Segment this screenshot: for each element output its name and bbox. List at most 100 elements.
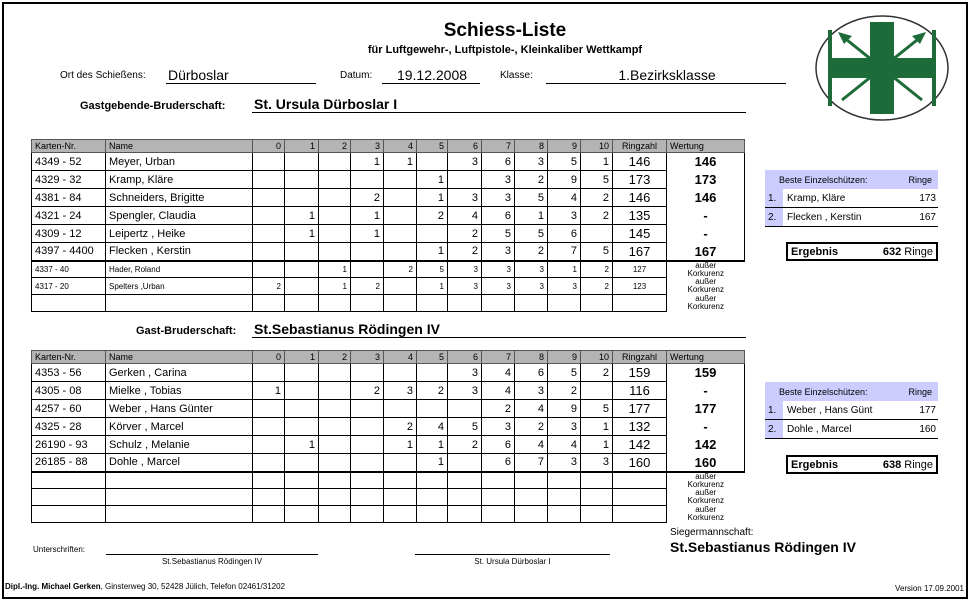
column-header: Name: [105, 139, 253, 153]
home-ergebnis: Ergebnis 632 Ringe: [786, 242, 938, 261]
ring-count: [252, 470, 285, 489]
column-header: 10: [580, 350, 613, 364]
ausser-konkurrenz: außer Korkurenz: [667, 295, 745, 312]
ring-count: 3: [481, 417, 515, 436]
ring-count: 5: [547, 363, 581, 382]
column-header: 2: [318, 139, 351, 153]
ring-count: [350, 259, 384, 278]
column-header: 0: [252, 350, 285, 364]
ring-count: 3: [514, 277, 548, 295]
ring-count: [350, 435, 384, 454]
column-header: Wertung: [666, 139, 745, 153]
ringzahl: 159: [612, 363, 667, 382]
ring-count: [383, 206, 417, 225]
ring-count: 2: [481, 399, 515, 418]
ring-count: [383, 505, 417, 523]
ring-count: 1: [514, 206, 548, 225]
ring-count: [447, 488, 482, 506]
wertung: 142: [666, 435, 745, 454]
ringzahl: 116: [612, 381, 667, 400]
best-label: Beste Einzelschützen:: [779, 174, 868, 185]
ort-label: Ort des Schießens:: [60, 70, 146, 81]
ring-count: 6: [481, 152, 515, 171]
ring-count: [284, 294, 319, 312]
column-header: Karten-Nr.: [31, 350, 106, 364]
ring-count: 3: [447, 277, 482, 295]
ring-count: [252, 224, 285, 243]
guest-name: St.Sebastianus Rödingen IV: [252, 321, 746, 338]
ring-count: 3: [383, 381, 417, 400]
page-subtitle: für Luftgewehr-, Luftpistole-, Kleinkali…: [367, 44, 643, 56]
konkurrenz-label: Korkurenz: [687, 268, 724, 278]
unterschriften-label: Unterschriften:: [33, 545, 86, 554]
ring-count: [252, 417, 285, 436]
column-header: 6: [447, 350, 482, 364]
ring-count: [284, 363, 319, 382]
ring-count: [416, 470, 448, 489]
column-header: Name: [105, 350, 253, 364]
ring-count: 2: [547, 381, 581, 400]
wertung: 159: [666, 363, 745, 382]
ring-count: [350, 488, 384, 506]
ring-count: 5: [580, 399, 613, 418]
karten-nr: 4337 - 40: [31, 259, 106, 278]
wertung: 177: [666, 399, 745, 418]
ring-count: 4: [514, 399, 548, 418]
ring-count: [252, 170, 285, 189]
column-header: Ringzahl: [612, 350, 667, 364]
ausser-konkurrenz: außer Korkurenz: [666, 259, 745, 278]
ring-count: 2: [447, 435, 482, 454]
ring-count: 7: [547, 242, 581, 262]
ring-count: [383, 277, 417, 295]
column-header: 5: [416, 139, 448, 153]
ring-count: 2: [416, 381, 448, 400]
ring-count: 2: [383, 417, 417, 436]
ring-count: 6: [481, 206, 515, 225]
ring-count: [252, 435, 285, 454]
shooter-name: Meyer, Urban: [105, 152, 253, 171]
sieger-name: St.Sebastianus Rödingen IV: [670, 539, 856, 555]
column-header: 4: [383, 350, 417, 364]
ring-count: [547, 470, 581, 489]
ring-count: [350, 294, 384, 312]
karten-nr: 26185 - 88: [31, 453, 106, 473]
shooter-name: Flecken , Kerstin: [105, 242, 253, 262]
ausser-konkurrenz: außer Korkurenz: [667, 278, 745, 295]
column-header: 3: [350, 139, 384, 153]
shooter-name: Leipertz , Heike: [105, 224, 253, 243]
ring-count: [284, 488, 319, 506]
wertung: -: [666, 224, 745, 243]
ringzahl: 127: [612, 259, 667, 278]
best-label: Beste Einzelschützen:: [779, 386, 868, 397]
ring-count: [416, 505, 448, 523]
shooter-row: 4325 - 28 Körver , Marcel 2 4 5 3 2 3 1 132-: [31, 417, 745, 436]
ring-count: [416, 488, 448, 506]
ring-count: 6: [547, 224, 581, 243]
karten-nr: 4349 - 52: [31, 152, 106, 171]
shooter-row: 4321 - 24 Spengler, Claudia 1 1 2 4 6 1 3 2 135-: [31, 206, 745, 225]
shooter-row: 4309 - 12 Leipertz , Heike 1 1 2 5 5 6 145-: [31, 224, 745, 243]
ring-count: [252, 399, 285, 418]
guest-best-shooters: Beste Einzelschützen: Ringe 1. Weber , Han…: [765, 382, 938, 439]
extra-shooter-row: außer Korkurenz: [31, 294, 745, 312]
column-header: 7: [481, 350, 515, 364]
ort-field: Dürboslar: [166, 67, 316, 84]
ring-count: [318, 417, 351, 436]
wertung: 146: [666, 152, 745, 171]
ausser-label: außer: [695, 505, 717, 514]
shooter-name: Spengler, Claudia: [105, 206, 253, 225]
klasse-label: Klasse:: [500, 70, 533, 81]
home-best-shooters: Beste Einzelschützen: Ringe 1. Kramp, Klär…: [765, 170, 938, 227]
ring-count: 1: [284, 435, 319, 454]
ausser-label: außer: [695, 260, 717, 270]
shooter-name: Körver , Marcel: [105, 417, 253, 436]
ring-count: 1: [416, 188, 448, 207]
ergebnis-value: 632: [882, 245, 902, 258]
ring-count: [318, 505, 351, 523]
column-header: 8: [514, 139, 548, 153]
ringzahl: 146: [612, 188, 667, 207]
ringzahl: [612, 505, 667, 523]
ring-count: [252, 453, 285, 473]
ring-count: 4: [547, 188, 581, 207]
